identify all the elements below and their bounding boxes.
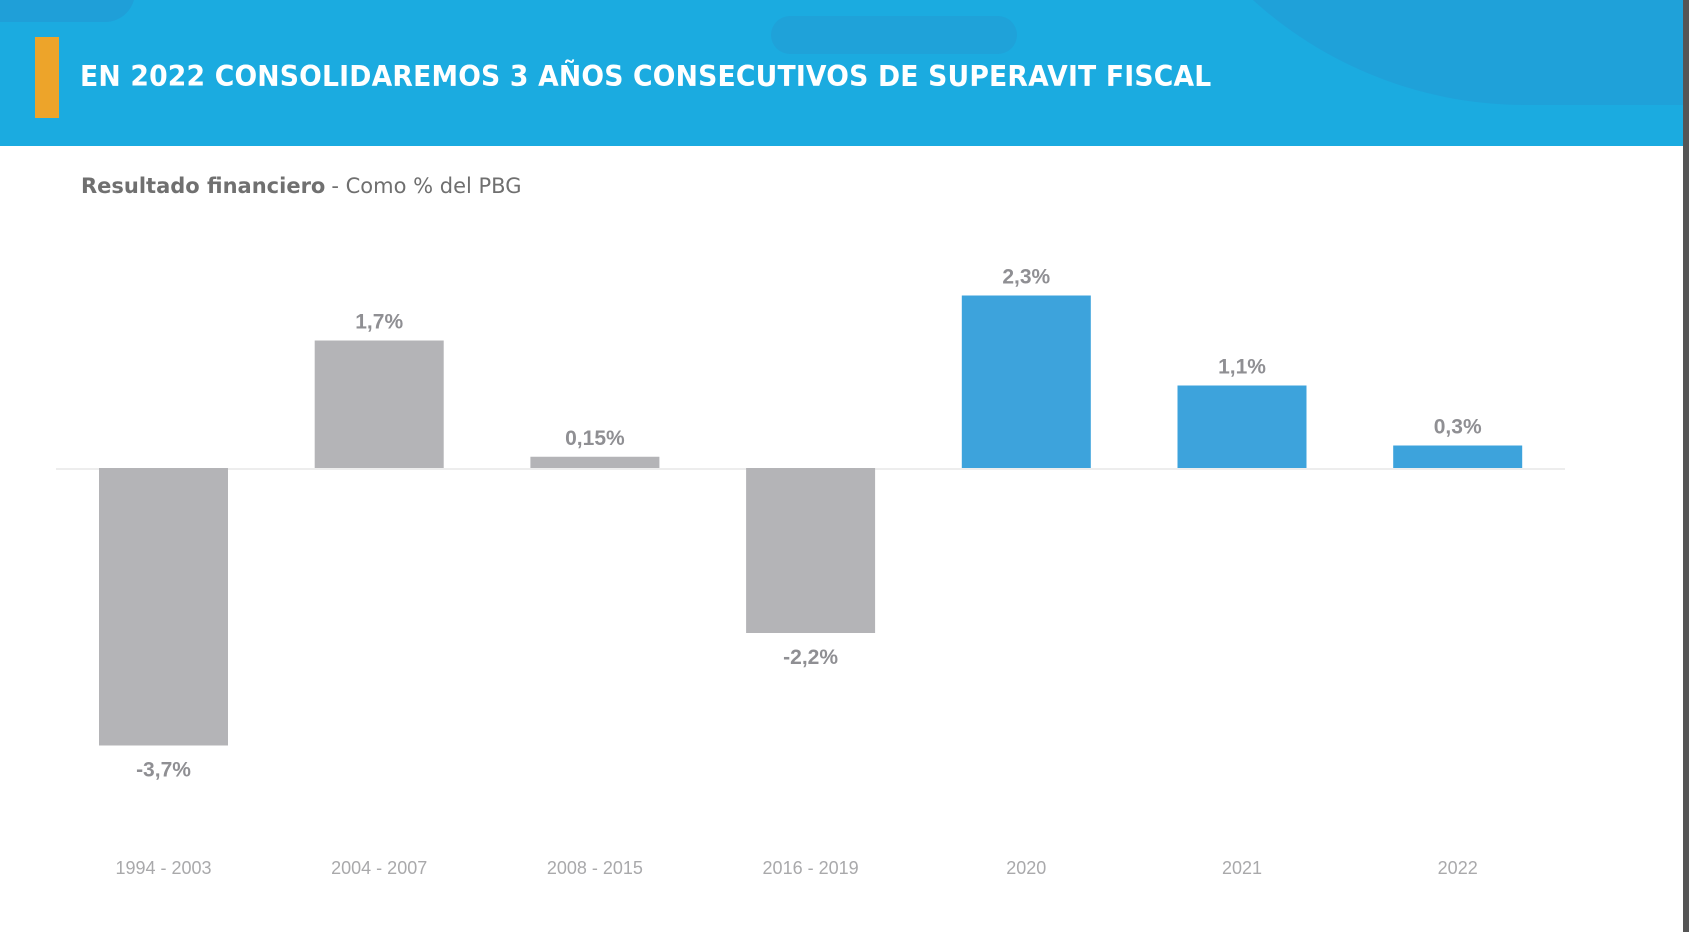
- category-label-1: 2004 - 2007: [331, 858, 427, 878]
- bar-1: [314, 340, 444, 468]
- value-label-6: 0,3%: [1434, 416, 1482, 439]
- category-label-6: 2022: [1438, 858, 1478, 878]
- decorative-shape: [771, 16, 1017, 54]
- chart-subtitle: Resultado financiero - Como % del PBG: [81, 174, 521, 198]
- value-label-3: -2,2%: [783, 646, 838, 669]
- category-label-2: 2008 - 2015: [547, 858, 643, 878]
- value-label-4: 2,3%: [1002, 266, 1050, 289]
- value-label-1: 1,7%: [355, 311, 403, 334]
- subtitle-rest: - Como % del PBG: [331, 174, 522, 198]
- category-label-3: 2016 - 2019: [763, 858, 859, 878]
- value-label-0: -3,7%: [136, 759, 191, 782]
- bar-0: [99, 468, 228, 746]
- header-banner: EN 2022 CONSOLIDAREMOS 3 AÑOS CONSECUTIV…: [0, 0, 1683, 146]
- bar-2: [530, 456, 660, 468]
- subtitle-bold: Resultado financiero: [81, 174, 326, 198]
- category-label-4: 2020: [1006, 858, 1046, 878]
- bar-6: [1393, 445, 1523, 468]
- page-title: EN 2022 CONSOLIDAREMOS 3 AÑOS CONSECUTIV…: [80, 60, 1212, 93]
- decorative-shape: [0, 0, 135, 22]
- value-label-2: 0,15%: [565, 427, 625, 450]
- category-label-5: 2021: [1222, 858, 1262, 878]
- window-edge: [1683, 0, 1689, 932]
- category-label-0: 1994 - 2003: [115, 858, 211, 878]
- accent-bar: [35, 37, 59, 118]
- value-label-5: 1,1%: [1218, 356, 1266, 379]
- bars-group: [99, 295, 1523, 746]
- category-labels-group: 1994 - 2003 2004 - 2007 2008 - 2015 2016 - …: [115, 858, 1477, 878]
- bar-5: [1177, 385, 1307, 468]
- value-labels-group: -3,7% 1,7% 0,15% -2,2% 2,3% 1,1% 0,3%: [136, 266, 1482, 782]
- bar-3: [746, 468, 876, 633]
- bar-4: [961, 295, 1091, 468]
